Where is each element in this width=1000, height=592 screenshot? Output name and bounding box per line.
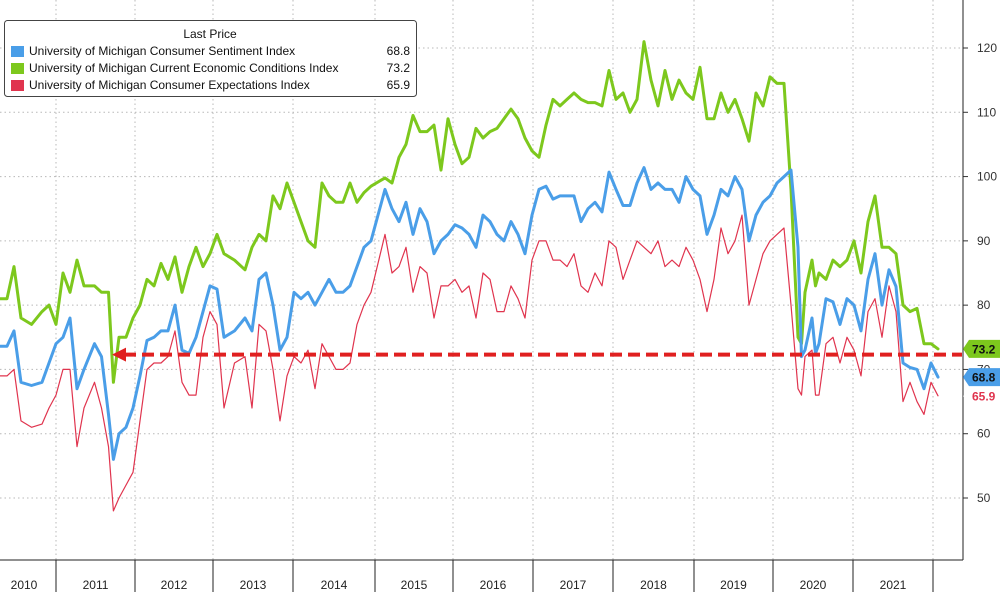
x-tick-label: 2011 [83, 578, 109, 592]
reference-arrow-head [112, 347, 126, 362]
badge-value: 65.9 [972, 390, 996, 404]
series-line-1 [0, 166, 940, 461]
badge-value: 68.8 [972, 371, 996, 385]
x-tick-label: 2015 [401, 578, 428, 592]
legend-label-3: University of Michigan Consumer Expectat… [29, 78, 310, 92]
reference-arrow [112, 347, 962, 362]
x-tick-label: 2016 [480, 578, 507, 592]
legend-swatch-2 [11, 63, 24, 74]
last-value-badges: 73.2 68.8 65.9 [963, 339, 1000, 406]
series-line-3 [0, 214, 939, 512]
series-lines [0, 40, 940, 512]
y-tick-label: 90 [977, 234, 991, 248]
y-tick-label: 120 [977, 41, 997, 55]
legend-value-3: 65.9 [387, 78, 411, 92]
gridlines [0, 0, 963, 560]
legend-label-1: University of Michigan Consumer Sentimen… [29, 44, 295, 58]
y-tick-label: 110 [977, 105, 996, 119]
badge-shape [963, 387, 1000, 406]
x-tick-label: 2021 [880, 578, 907, 592]
badge-shape [963, 339, 1000, 358]
last-value-badge-3: 65.9 [963, 387, 1000, 406]
x-tick-label: 2019 [720, 578, 747, 592]
legend-box: Last Price University of Michigan Consume… [4, 20, 417, 97]
legend-title: Last Price [183, 27, 237, 41]
x-tick-label: 2020 [800, 578, 827, 592]
legend-value-1: 68.8 [387, 44, 411, 58]
x-tick-label: 2012 [161, 578, 188, 592]
x-tick-label: 2018 [640, 578, 667, 592]
last-value-badge-2: 73.2 [963, 339, 1000, 358]
badge-shape [963, 368, 1000, 387]
last-value-badge-1: 68.8 [963, 368, 1000, 387]
x-tick-label: 2010 [11, 578, 38, 592]
x-tick-label: 2014 [321, 578, 348, 592]
legend-label-2: University of Michigan Current Economic … [29, 61, 338, 75]
legend-frame [4, 20, 417, 97]
badge-value: 73.2 [972, 342, 996, 356]
x-tick-label: 2013 [240, 578, 267, 592]
y-tick-label: 50 [977, 491, 991, 505]
y-tick-label: 100 [977, 170, 997, 184]
x-tick-label: 2017 [560, 578, 587, 592]
series-line-2 [0, 40, 940, 384]
legend-swatch-1 [11, 46, 24, 57]
y-tick-label: 60 [977, 427, 991, 441]
y-tick-label: 80 [977, 298, 991, 312]
legend-swatch-3 [11, 80, 24, 91]
legend-value-2: 73.2 [387, 61, 411, 75]
legend: Last Price University of Michigan Consume… [4, 20, 417, 97]
